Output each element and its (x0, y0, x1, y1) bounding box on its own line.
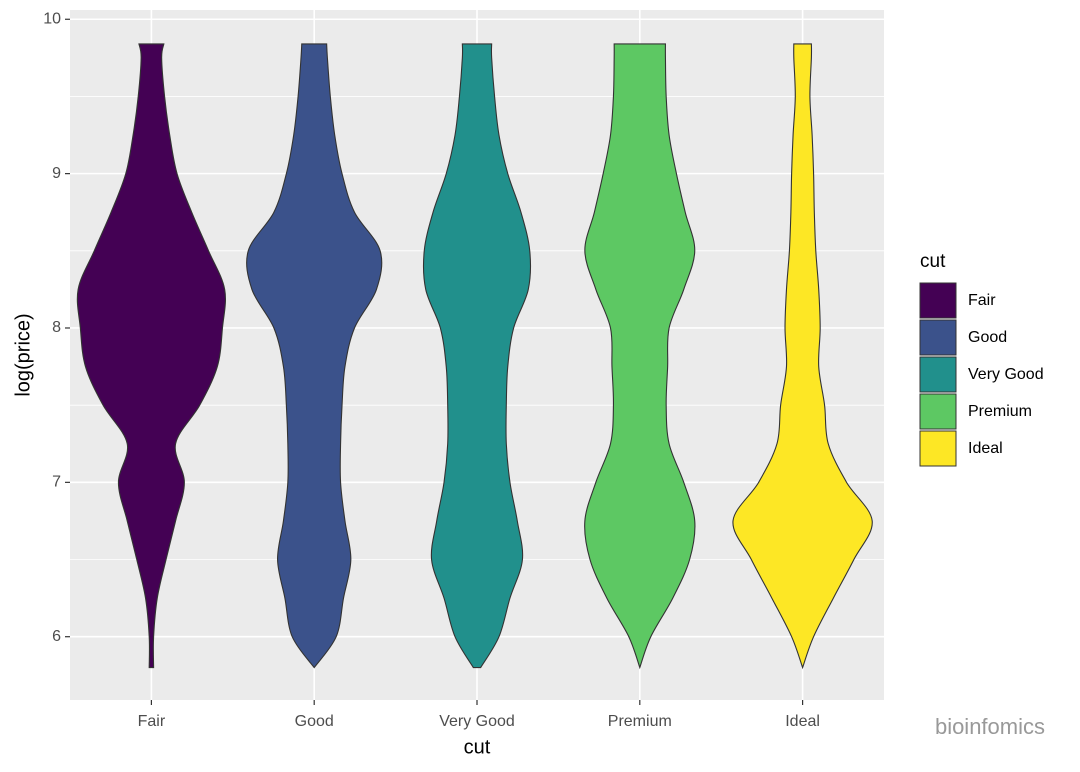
violin (584, 43, 696, 670)
y-tick-label: 6 (52, 628, 61, 645)
legend-key (919, 282, 957, 319)
x-tick-label: Good (295, 713, 334, 730)
legend-label: Very Good (968, 366, 1044, 383)
violin (732, 43, 873, 670)
watermark: bioinfomics (935, 714, 1045, 739)
violin (246, 43, 383, 669)
legend-label: Ideal (968, 440, 1003, 457)
x-tick-label: Very Good (439, 713, 515, 730)
legend-key (919, 356, 957, 393)
violin (76, 43, 227, 669)
legend-key (919, 319, 957, 356)
y-tick-label: 10 (43, 10, 61, 27)
legend-label: Fair (968, 292, 996, 309)
legend-label: Premium (968, 403, 1032, 420)
legend-key (919, 393, 957, 430)
violin (422, 43, 532, 669)
x-tick-label: Premium (608, 713, 672, 730)
legend-key (919, 430, 957, 467)
y-axis-label: log(price) (12, 313, 34, 396)
legend-label: Good (968, 329, 1007, 346)
x-tick-label: Fair (138, 713, 166, 730)
y-tick-label: 7 (52, 474, 61, 491)
y-tick-label: 8 (52, 319, 61, 336)
legend-title: cut (920, 251, 946, 272)
y-tick-label: 9 (52, 165, 61, 182)
x-axis-label: cut (464, 736, 491, 758)
x-tick-label: Ideal (785, 713, 820, 730)
